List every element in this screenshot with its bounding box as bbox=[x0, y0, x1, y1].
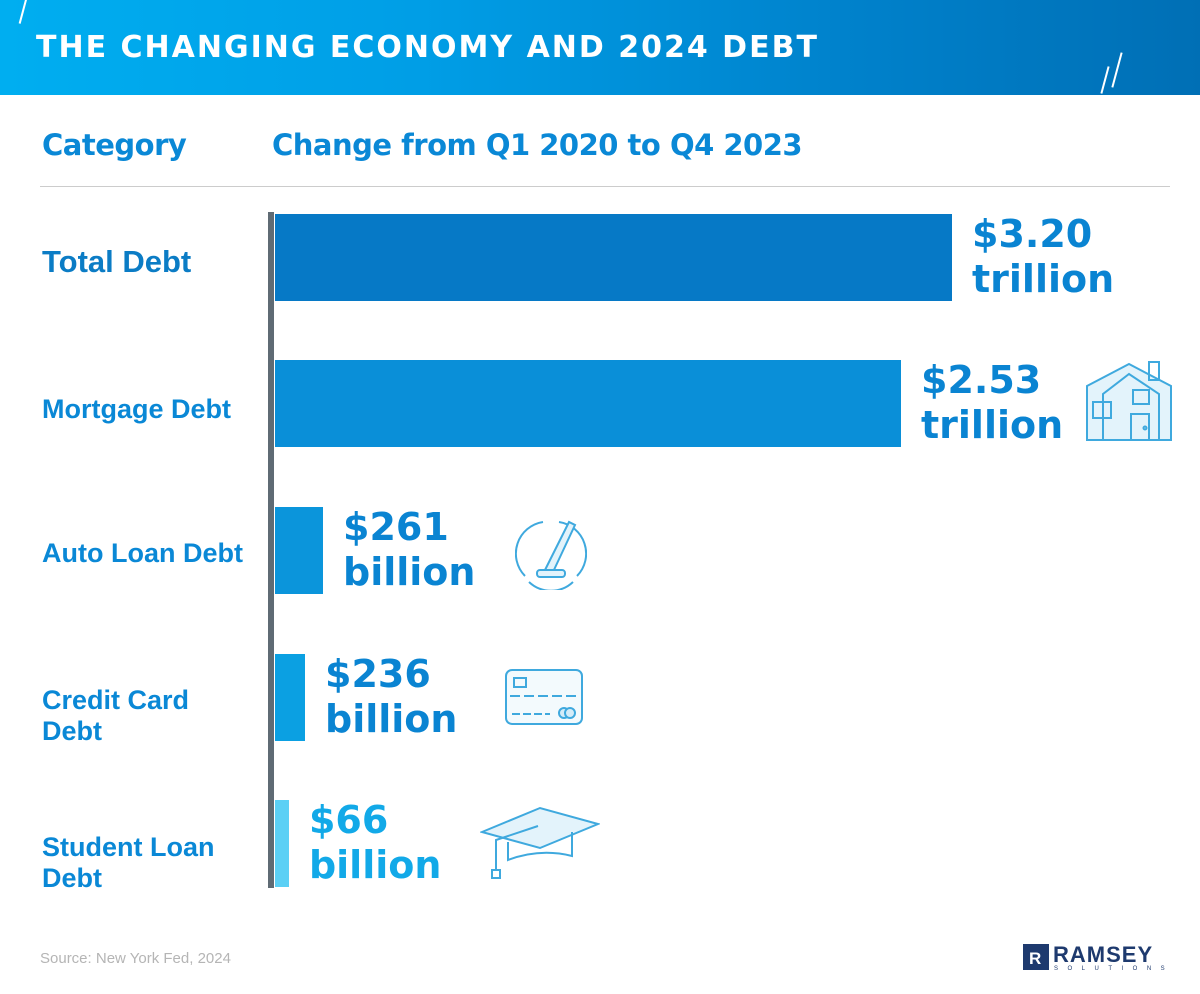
house-icon bbox=[1086, 361, 1172, 441]
value-amount: $66 bbox=[308, 798, 389, 842]
decor-slash bbox=[18, 0, 28, 24]
category-label: Student Loan Debt bbox=[42, 832, 215, 893]
value-amount: $261 bbox=[343, 505, 449, 549]
category-label: Credit Card Debt bbox=[42, 685, 190, 746]
category-label: Mortgage Debt bbox=[42, 394, 231, 424]
credit-card-icon bbox=[505, 669, 583, 725]
bar-total-debt bbox=[275, 214, 952, 301]
value-amount: $3.20 bbox=[972, 212, 1093, 256]
value-unit: trillion bbox=[921, 403, 1064, 447]
axis-line bbox=[268, 212, 274, 888]
value-amount: $2.53 bbox=[921, 358, 1042, 402]
value-unit: trillion bbox=[972, 257, 1115, 301]
value-label: $66 billion bbox=[309, 798, 441, 888]
column-header-change: Change from Q1 2020 to Q4 2023 bbox=[272, 128, 803, 162]
decor-slash bbox=[1111, 52, 1123, 88]
decor-slash bbox=[1100, 66, 1110, 94]
ramsey-solutions-logo: R RAMSEY SOLUTIONS bbox=[1023, 942, 1168, 972]
bar-student-loan-debt bbox=[275, 800, 289, 887]
column-header-category: Category bbox=[42, 128, 187, 162]
graduation-cap-icon bbox=[480, 806, 600, 879]
svg-text:SOLUTIONS: SOLUTIONS bbox=[1054, 966, 1168, 972]
divider bbox=[40, 186, 1170, 187]
value-label: $3.20 trillion bbox=[972, 212, 1114, 302]
value-label: $261 billion bbox=[343, 505, 475, 595]
page-title: THE CHANGING ECONOMY AND 2024 DEBT bbox=[36, 30, 819, 65]
category-label: Auto Loan Debt bbox=[42, 538, 243, 568]
bar-auto-loan-debt bbox=[275, 507, 323, 594]
category-label: Total Debt bbox=[42, 244, 192, 279]
speedometer-icon bbox=[515, 520, 587, 590]
svg-text:R: R bbox=[1029, 949, 1041, 968]
bar-credit-card-debt bbox=[275, 654, 305, 741]
value-amount: $236 bbox=[325, 652, 431, 696]
bar-mortgage-debt bbox=[275, 360, 901, 447]
value-unit: billion bbox=[308, 843, 442, 887]
svg-text:RAMSEY: RAMSEY bbox=[1053, 942, 1153, 967]
header-banner: THE CHANGING ECONOMY AND 2024 DEBT bbox=[0, 0, 1200, 95]
source-note: Source: New York Fed, 2024 bbox=[40, 950, 231, 967]
value-label: $236 billion bbox=[325, 652, 457, 742]
value-unit: billion bbox=[325, 697, 458, 741]
value-label: $2.53 trillion bbox=[921, 358, 1063, 448]
value-unit: billion bbox=[343, 550, 476, 594]
